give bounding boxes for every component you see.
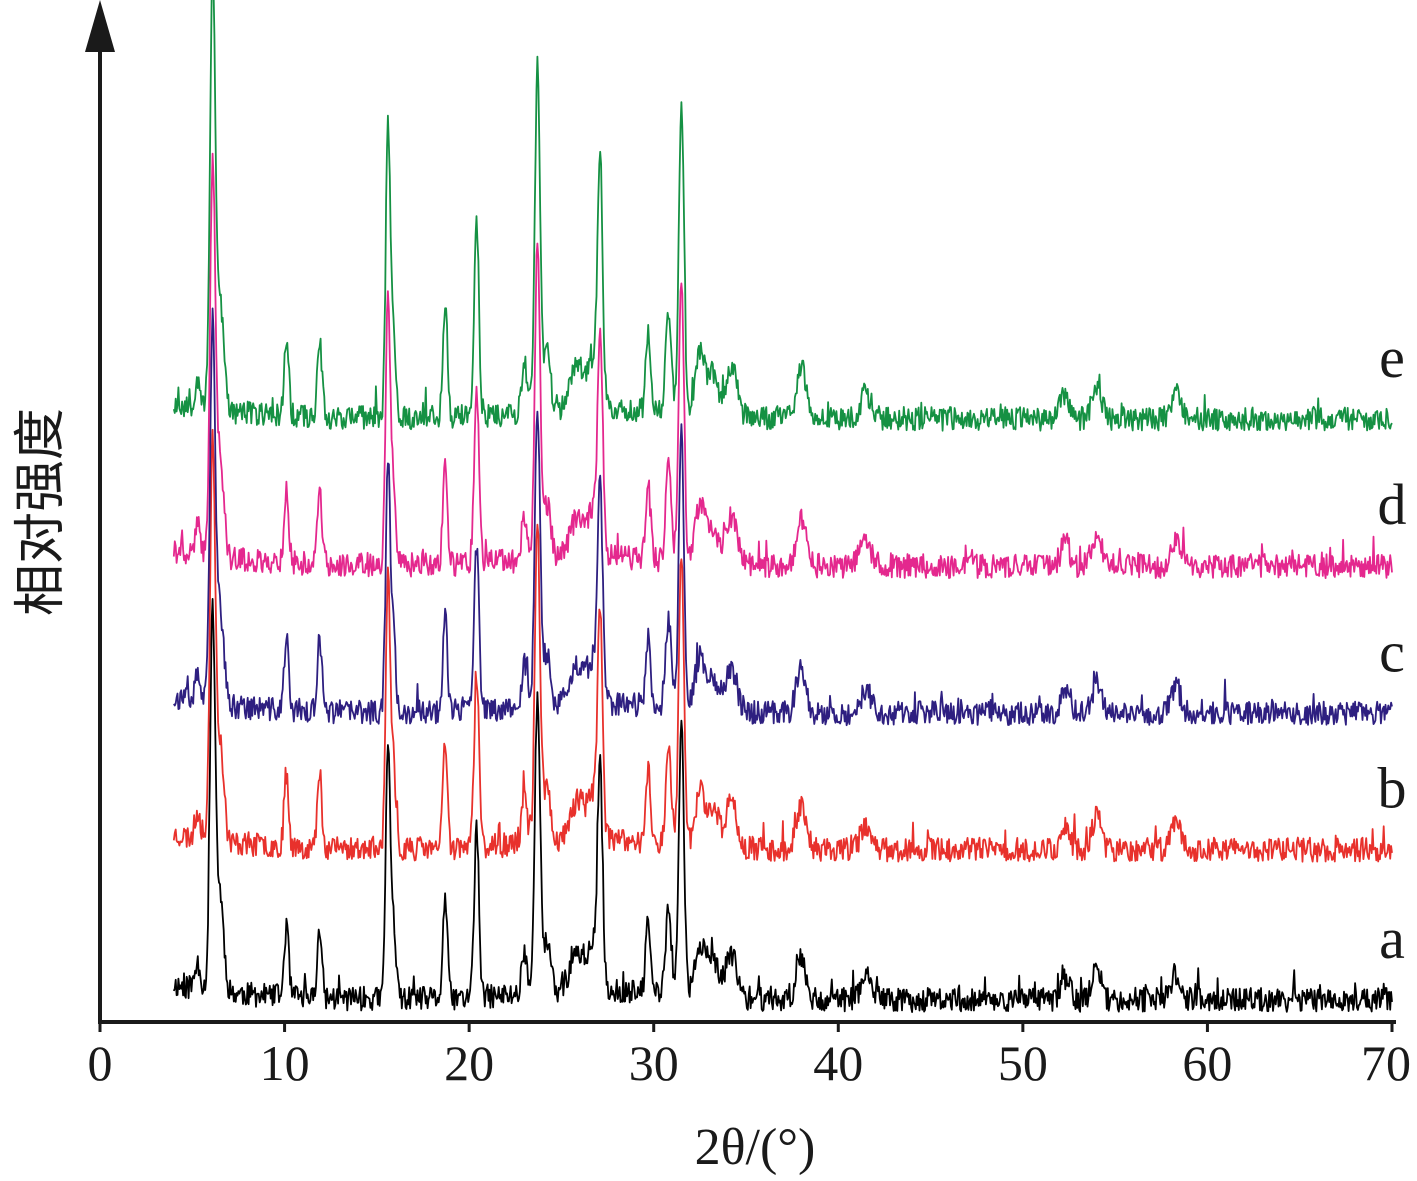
x-tick-label: 70 <box>1361 1035 1411 1091</box>
x-tick-label: 10 <box>260 1035 310 1091</box>
series-label-b: b <box>1378 756 1407 821</box>
series-label-a: a <box>1379 906 1405 971</box>
series-label-e: e <box>1379 325 1405 390</box>
y-axis-label: 相对强度 <box>11 408 71 616</box>
x-tick-label: 20 <box>444 1035 494 1091</box>
series-line-c <box>173 307 1393 727</box>
x-tick-label: 60 <box>1182 1035 1232 1091</box>
x-tick-label: 50 <box>998 1035 1048 1091</box>
series-label-c: c <box>1379 619 1405 684</box>
x-ticks: 0 10 20 30 40 50 60 70 <box>88 1022 1411 1091</box>
x-tick-label: 0 <box>88 1035 113 1091</box>
y-axis-arrow <box>85 0 115 52</box>
series-line-d <box>172 152 1393 579</box>
series-line-e <box>172 0 1393 432</box>
series-line-a <box>172 598 1393 1013</box>
series-group <box>172 0 1393 1013</box>
x-tick-label: 40 <box>813 1035 863 1091</box>
x-tick-label: 30 <box>629 1035 679 1091</box>
series-line-b <box>172 428 1393 863</box>
x-axis-label: 2θ/(°) <box>695 1119 816 1176</box>
series-label-d: d <box>1378 472 1407 537</box>
curve-labels: a b c d e <box>1378 325 1407 971</box>
axes <box>85 0 1396 1024</box>
